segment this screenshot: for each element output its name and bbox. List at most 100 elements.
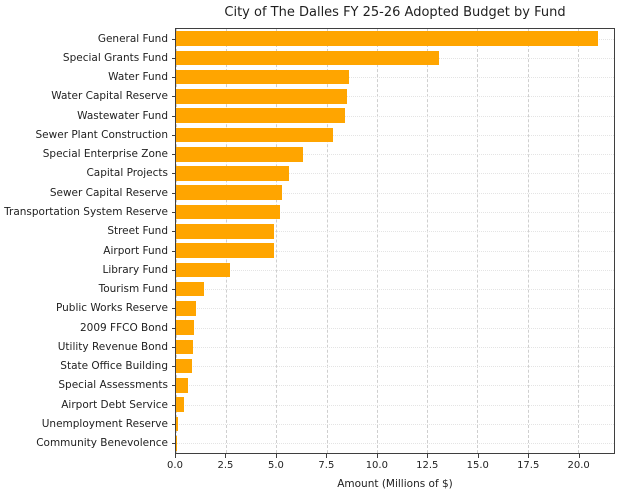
vertical-gridline [326, 29, 328, 453]
y-tick-mark [172, 385, 176, 387]
y-tick-mark [172, 327, 176, 329]
vertical-gridline [276, 29, 278, 453]
y-tick-label: Transportation System Reserve [4, 206, 168, 219]
y-tick-label: Community Benevolence [36, 437, 168, 450]
y-tick-label: Wastewater Fund [77, 109, 168, 122]
x-tick-mark [427, 454, 429, 458]
y-tick-mark [172, 134, 176, 136]
bar [176, 127, 333, 143]
y-tick-mark [172, 250, 176, 252]
y-tick-mark [172, 346, 176, 348]
bar-row: Transportation System Reserve [4, 202, 614, 221]
bar-row: 2009 FFCO Bond [80, 318, 614, 337]
horizontal-gridline [176, 366, 614, 368]
y-tick-mark [172, 38, 176, 40]
y-tick-mark [172, 308, 176, 310]
bar [176, 204, 281, 220]
y-tick-label: Water Capital Reserve [51, 90, 168, 103]
y-tick-mark [172, 173, 176, 175]
bar [176, 243, 275, 258]
y-tick-label: Water Fund [108, 71, 168, 84]
bar-row: Water Capital Reserve [51, 87, 614, 106]
bar-row: Wastewater Fund [77, 106, 614, 125]
x-tick-mark [477, 454, 479, 458]
chart-title: City of The Dalles FY 25-26 Adopted Budg… [224, 5, 566, 20]
y-tick-label: Special Grants Fund [62, 51, 168, 64]
bar-rows: General Fund Special Grants Fund Water Fun… [4, 29, 614, 453]
y-tick-label: Unemployment Reserve [41, 417, 168, 430]
bar-row: Unemployment Reserve [42, 414, 614, 433]
x-axis-label: Amount (Millions of $) [337, 478, 453, 490]
x-tick-mark [578, 454, 580, 458]
y-tick-label: State Office Building [60, 360, 168, 373]
bar-row: Airport Debt Service [61, 395, 614, 414]
y-tick-mark [172, 404, 176, 406]
bar [176, 435, 177, 451]
horizontal-gridline [176, 173, 614, 175]
bar [176, 358, 193, 374]
horizontal-gridline [176, 404, 614, 406]
x-tick-label: 15.0 [466, 460, 489, 471]
y-tick-label: Sewer Capital Reserve [49, 186, 168, 199]
x-tick-mark [275, 454, 277, 458]
bar [176, 301, 197, 316]
bar-row: Special Enterprise Zone [43, 145, 614, 164]
horizontal-gridline [176, 443, 614, 445]
y-tick-label: Utility Revenue Bond [57, 340, 168, 353]
x-axis-ticks: 0.0 2.5 5.0 7.5 10.0 12.5 15.0 17.5 20.0 [167, 454, 615, 472]
y-tick-mark [172, 96, 176, 98]
y-tick-label: General Fund [97, 32, 168, 45]
bar [176, 262, 231, 278]
horizontal-gridline [176, 269, 614, 271]
y-tick-label: Airport Fund [103, 244, 168, 257]
y-tick-mark [172, 212, 176, 214]
y-tick-mark [172, 115, 176, 117]
horizontal-gridline [176, 423, 614, 425]
gridlines [176, 29, 614, 453]
horizontal-gridline [176, 212, 614, 214]
horizontal-gridline [176, 231, 614, 233]
bar [176, 166, 289, 181]
x-tick-mark [175, 454, 176, 458]
bar [176, 69, 349, 85]
plot-area: General Fund Special Grants Fund Water Fun… [4, 28, 615, 454]
bar-row: Utility Revenue Bond [58, 337, 614, 356]
bar [176, 223, 275, 239]
horizontal-gridline [176, 192, 614, 194]
horizontal-gridline [176, 346, 614, 348]
y-tick-label: Tourism Fund [98, 283, 168, 296]
bar-row: Street Fund [107, 222, 614, 241]
vertical-gridline [527, 29, 529, 453]
y-tick-mark [172, 443, 176, 445]
y-tick-mark [172, 366, 176, 368]
horizontal-gridline [176, 96, 614, 98]
y-tick-label: Special Assessments [58, 379, 168, 392]
y-tick-label: Sewer Plant Construction [35, 128, 168, 141]
y-tick-label: Library Fund [102, 263, 169, 276]
horizontal-gridline [176, 154, 614, 156]
vertical-gridline [477, 29, 479, 453]
vertical-gridline [577, 29, 579, 453]
x-tick-label: 12.5 [416, 460, 439, 471]
x-tick-label: 20.0 [567, 460, 590, 471]
y-tick-label: Special Enterprise Zone [42, 148, 168, 161]
vertical-gridline [427, 29, 429, 453]
bar [176, 281, 205, 297]
bar [176, 339, 194, 355]
x-tick-label: 10.0 [365, 460, 388, 471]
vertical-gridline [376, 29, 378, 453]
bar-row: Community Benevolence [36, 434, 614, 453]
x-tick-mark [326, 454, 328, 458]
x-tick-label: 2.5 [217, 460, 234, 471]
y-tick-mark [172, 289, 176, 291]
bar [176, 146, 303, 162]
y-tick-mark [172, 231, 176, 233]
bar-row: State Office Building [60, 357, 614, 376]
bar [176, 50, 440, 66]
horizontal-gridline [176, 385, 614, 387]
y-tick-label: 2009 FFCO Bond [79, 321, 168, 334]
bar [176, 89, 347, 104]
horizontal-gridline [176, 289, 614, 291]
bar-row: Library Fund [103, 260, 614, 279]
